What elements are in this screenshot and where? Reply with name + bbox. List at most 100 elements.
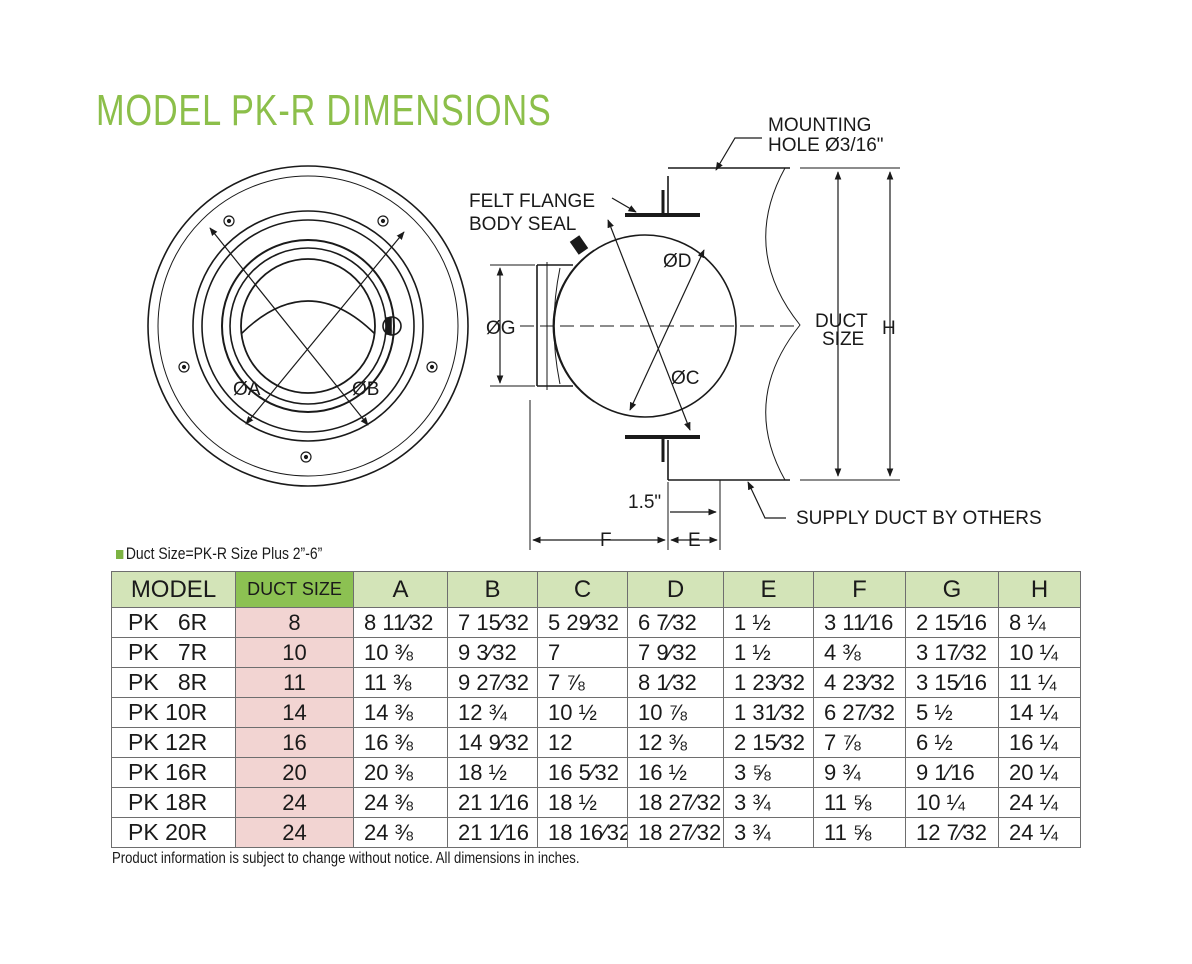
dim-b-cell: 18 ½ xyxy=(447,757,538,788)
model-cell: PK 10R xyxy=(111,697,236,728)
header-e: E xyxy=(723,571,814,608)
duct-size-cell: 24 xyxy=(235,787,354,818)
dim-g-cell: 10 ¼ xyxy=(905,787,999,818)
dim-f-cell: 11 ⅝ xyxy=(813,787,906,818)
duct-size-note: Duct Size=PK-R Size Plus 2”-6” xyxy=(116,544,322,564)
dim-d-cell: 18 27⁄32 xyxy=(627,817,724,848)
dim-e-cell: 3 ⅝ xyxy=(723,757,814,788)
duct-size-label-line2: SIZE xyxy=(822,329,864,350)
mounting-label-line1: MOUNTING xyxy=(768,115,871,136)
dim-a-cell: 8 11⁄32 xyxy=(353,607,448,638)
supply-duct-label: SUPPLY DUCT BY OTHERS xyxy=(796,508,1042,529)
duct-size-cell: 20 xyxy=(235,757,354,788)
dim-f-cell: 9 ¾ xyxy=(813,757,906,788)
dim-g-cell: 9 1⁄16 xyxy=(905,757,999,788)
dim-a-cell: 16 ⅜ xyxy=(353,727,448,758)
h-label: H xyxy=(882,318,896,339)
dim-c-cell: 10 ½ xyxy=(537,697,628,728)
note-bullet xyxy=(116,550,124,559)
dim-c-cell: 7 ⅞ xyxy=(537,667,628,698)
dim-b-cell: 21 1⁄16 xyxy=(447,787,538,818)
screw-holes xyxy=(178,215,438,463)
footer-disclaimer: Product information is subject to change… xyxy=(112,850,580,867)
dim-a-cell: 24 ⅜ xyxy=(353,787,448,818)
header-model: MODEL xyxy=(111,571,236,608)
model-cell: PK 8R xyxy=(111,667,236,698)
dim-1-5-label: 1.5" xyxy=(628,492,661,513)
dim-b-cell: 14 9⁄32 xyxy=(447,727,538,758)
dia-a-label: ØA xyxy=(233,379,261,400)
dim-d-cell: 16 ½ xyxy=(627,757,724,788)
dimension-drawing: ØA ØB xyxy=(147,115,1042,551)
model-cell: PK 20R xyxy=(111,817,236,848)
dim-c-cell: 18 16⁄32 xyxy=(537,817,628,848)
f-label: F xyxy=(600,530,612,551)
front-view xyxy=(147,165,469,487)
dim-e-cell: 1 ½ xyxy=(723,637,814,668)
dim-d-cell: 12 ⅜ xyxy=(627,727,724,758)
dim-e-cell: 1 23⁄32 xyxy=(723,667,814,698)
model-cell: PK 12R xyxy=(111,727,236,758)
dim-g-cell: 12 7⁄32 xyxy=(905,817,999,848)
model-cell: PK 16R xyxy=(111,757,236,788)
e-label: E xyxy=(688,530,701,551)
header-c: C xyxy=(537,571,628,608)
dim-f-cell: 4 ⅜ xyxy=(813,637,906,668)
dim-a-cell: 11 ⅜ xyxy=(353,667,448,698)
dim-b-cell: 12 ¾ xyxy=(447,697,538,728)
header-d: D xyxy=(627,571,724,608)
dim-g-cell: 5 ½ xyxy=(905,697,999,728)
dim-h-cell: 20 ¼ xyxy=(998,757,1081,788)
dim-d-cell: 10 ⅞ xyxy=(627,697,724,728)
header-f: F xyxy=(813,571,906,608)
dim-c-cell: 18 ½ xyxy=(537,787,628,818)
model-cell: PK 18R xyxy=(111,787,236,818)
dim-c-cell: 12 xyxy=(537,727,628,758)
dim-f-cell: 6 27⁄32 xyxy=(813,697,906,728)
dim-g-cell: 3 15⁄16 xyxy=(905,667,999,698)
dim-h-cell: 24 ¼ xyxy=(998,787,1081,818)
dim-e-cell: 2 15⁄32 xyxy=(723,727,814,758)
header-g: G xyxy=(905,571,999,608)
dim-b-cell: 9 27⁄32 xyxy=(447,667,538,698)
dim-d-cell: 8 1⁄32 xyxy=(627,667,724,698)
dim-c-cell: 7 xyxy=(537,637,628,668)
duct-size-cell: 10 xyxy=(235,637,354,668)
dim-c-cell: 5 29⁄32 xyxy=(537,607,628,638)
duct-size-cell: 11 xyxy=(235,667,354,698)
duct-size-cell: 14 xyxy=(235,697,354,728)
dim-b-cell: 9 3⁄32 xyxy=(447,637,538,668)
dimensions-table: MODEL DUCT SIZE A B C D E F G H PK 6R 8 8 11⁄32 7 15… xyxy=(111,571,1081,848)
dim-g-cell: 6 ½ xyxy=(905,727,999,758)
dim-f-cell: 4 23⁄32 xyxy=(813,667,906,698)
dim-h-cell: 11 ¼ xyxy=(998,667,1081,698)
dia-d-label: ØD xyxy=(663,251,692,272)
dim-d-cell: 18 27⁄32 xyxy=(627,787,724,818)
dim-f-cell: 3 11⁄16 xyxy=(813,607,906,638)
dim-a-cell: 20 ⅜ xyxy=(353,757,448,788)
duct-size-cell: 8 xyxy=(235,607,354,638)
page-title: MODEL PK-R DIMENSIONS xyxy=(96,86,552,135)
dim-e-cell: 3 ¾ xyxy=(723,787,814,818)
dia-c-label: ØC xyxy=(671,368,700,389)
duct-size-label-line1: DUCT xyxy=(815,311,868,332)
dim-h-cell: 24 ¼ xyxy=(998,817,1081,848)
dim-b-cell: 21 1⁄16 xyxy=(447,817,538,848)
side-view xyxy=(490,137,900,550)
table-row: PK 18R 24 24 ⅜ 21 1⁄16 18 ½ 18 27⁄32 3 ¾ 11 ⅝ 10… xyxy=(111,787,1081,818)
felt-label-line1: FELT FLANGE xyxy=(469,191,595,212)
model-cell: PK 7R xyxy=(111,637,236,668)
dim-a-cell: 24 ⅜ xyxy=(353,817,448,848)
dim-h-cell: 16 ¼ xyxy=(998,727,1081,758)
dim-f-cell: 7 ⅞ xyxy=(813,727,906,758)
dim-e-cell: 1 31⁄32 xyxy=(723,697,814,728)
header-b: B xyxy=(447,571,538,608)
dim-h-cell: 8 ¼ xyxy=(998,607,1081,638)
table-row: PK 20R 24 24 ⅜ 21 1⁄16 18 16⁄32 18 27⁄32 3 ¾ 11… xyxy=(111,817,1081,848)
header-h: H xyxy=(998,571,1081,608)
dim-g-cell: 3 17⁄32 xyxy=(905,637,999,668)
